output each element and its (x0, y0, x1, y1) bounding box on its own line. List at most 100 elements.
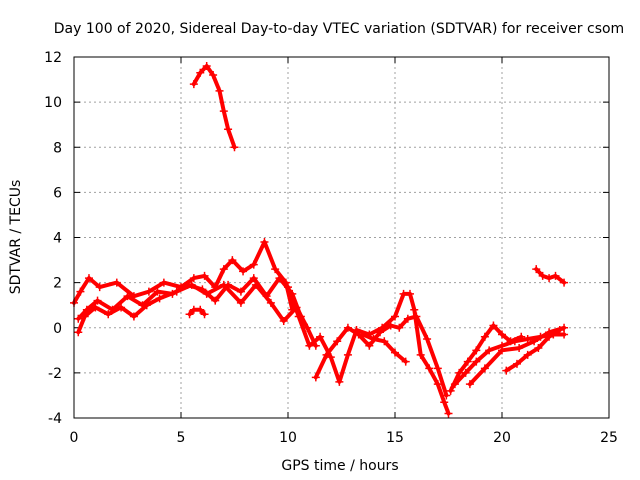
series-line (72, 240, 295, 312)
x-tick-label: 5 (177, 430, 186, 446)
data-point (129, 312, 138, 321)
data-point (532, 265, 541, 274)
y-tick-label: 0 (53, 321, 62, 337)
series-line (313, 314, 449, 398)
data-point (260, 238, 269, 247)
data-point (275, 274, 284, 283)
data-point (211, 296, 220, 305)
data-point (395, 323, 404, 332)
data-point (560, 330, 569, 339)
series-line (448, 323, 524, 393)
series-track-4 (74, 280, 320, 350)
data-point (236, 298, 245, 307)
data-point (502, 366, 511, 375)
data-point (294, 312, 303, 321)
data-point (515, 344, 524, 353)
data-point (433, 380, 442, 389)
data-point (489, 321, 498, 330)
data-point (311, 373, 320, 382)
series-line (191, 64, 237, 150)
data-point (463, 357, 472, 366)
data-point (472, 357, 481, 366)
data-point (112, 278, 121, 287)
x-axis-ticks: 0 5 10 15 20 25 (70, 57, 618, 446)
data-point (343, 323, 352, 332)
data-point (322, 350, 331, 359)
series-line (504, 328, 562, 373)
series-track-12 (502, 326, 564, 375)
data-point (266, 298, 275, 307)
data-point (305, 341, 314, 350)
data-point (343, 350, 352, 359)
data-point (405, 289, 414, 298)
y-tick-label: 8 (53, 140, 62, 156)
y-tick-label: -4 (48, 411, 62, 427)
y-tick-label: 12 (44, 50, 62, 66)
data-point (446, 386, 455, 395)
data-point (555, 326, 564, 335)
x-axis-label: GPS time / hours (281, 458, 398, 474)
data-point (284, 283, 292, 292)
data-point (545, 332, 554, 341)
plot-frame (73, 56, 610, 419)
data-point (442, 391, 451, 400)
data-point (224, 125, 233, 134)
series-line (76, 282, 318, 348)
data-point (440, 398, 449, 407)
data-point (271, 265, 280, 274)
data-point (202, 62, 211, 71)
data-point (187, 280, 196, 289)
data-point (523, 335, 532, 344)
chart-title: Day 100 of 2020, Sidereal Day-to-day VTE… (54, 21, 624, 37)
data-point (74, 314, 83, 323)
data-point (144, 287, 153, 296)
data-point (93, 296, 102, 305)
data-point (142, 301, 151, 310)
x-tick-label: 0 (70, 430, 79, 446)
data-point (104, 310, 113, 319)
data-point (391, 312, 399, 321)
data-point (236, 287, 245, 296)
data-point (551, 271, 560, 280)
data-point (358, 330, 367, 339)
y-axis-label: SDTVAR / TECUs (8, 180, 24, 295)
series-track-8 (358, 330, 410, 366)
data-point (560, 278, 569, 287)
data-point (510, 337, 519, 346)
y-tick-label: 4 (53, 231, 62, 247)
data-point (380, 337, 389, 346)
data-point (172, 287, 181, 296)
data-point (450, 380, 459, 389)
x-tick-label: 25 (600, 430, 618, 446)
data-point (425, 364, 434, 373)
data-point (326, 353, 335, 362)
data-point (249, 260, 258, 269)
data-point (219, 107, 228, 116)
data-point (512, 359, 521, 368)
data-point (498, 330, 506, 339)
data-point (410, 305, 419, 314)
data-point (433, 364, 442, 373)
data-point (523, 350, 532, 359)
data-point (530, 337, 539, 346)
data-point (95, 283, 104, 292)
series-track-13 (532, 265, 569, 287)
data-point (480, 332, 489, 341)
y-tick-label: -2 (48, 366, 62, 382)
data-point (159, 278, 168, 287)
data-point (534, 344, 543, 353)
data-point (461, 368, 470, 377)
y-tick-label: 2 (53, 276, 62, 292)
data-point (538, 271, 547, 280)
data-point (369, 335, 378, 344)
data-point (251, 280, 260, 289)
data-point (423, 335, 432, 344)
data-point (74, 328, 83, 337)
series-line (286, 285, 451, 416)
data-point (153, 287, 162, 296)
data-point (376, 328, 385, 337)
data-point (412, 312, 421, 321)
data-point (335, 377, 344, 386)
data-point (401, 357, 410, 366)
